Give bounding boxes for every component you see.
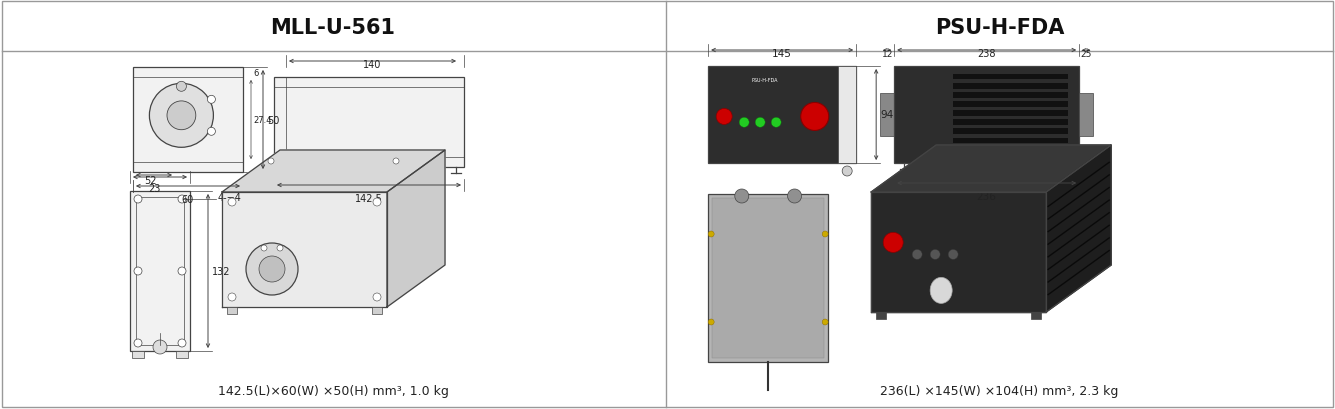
Text: 12: 12	[881, 50, 893, 59]
Circle shape	[912, 250, 922, 260]
Text: MLL-U-561: MLL-U-561	[271, 18, 395, 38]
Bar	[176, 351, 188, 358]
Bar	[953, 93, 1068, 99]
Circle shape	[178, 267, 186, 275]
Circle shape	[734, 189, 749, 204]
Circle shape	[262, 245, 267, 252]
Circle shape	[822, 231, 828, 237]
Bar	[953, 129, 1068, 135]
Circle shape	[372, 198, 380, 207]
Circle shape	[708, 231, 714, 237]
Circle shape	[884, 233, 904, 253]
Text: 27.4: 27.4	[254, 116, 271, 125]
Bar	[708, 195, 828, 362]
Bar	[372, 307, 382, 314]
Circle shape	[176, 82, 187, 92]
Bar	[227, 307, 238, 314]
Circle shape	[756, 118, 765, 128]
Circle shape	[207, 128, 215, 136]
Bar	[953, 102, 1068, 108]
Text: 145: 145	[772, 49, 792, 59]
Bar	[712, 198, 824, 358]
Bar	[1079, 94, 1093, 137]
Circle shape	[178, 339, 186, 347]
Bar	[953, 84, 1068, 89]
Text: 4-−4: 4-−4	[218, 193, 242, 202]
Polygon shape	[387, 151, 445, 307]
Text: 60: 60	[182, 195, 194, 204]
Polygon shape	[222, 151, 445, 193]
Text: 140: 140	[363, 60, 382, 70]
Circle shape	[207, 96, 215, 104]
Circle shape	[708, 319, 714, 325]
Text: 94: 94	[880, 110, 893, 120]
Bar	[136, 198, 184, 345]
Bar	[838, 67, 856, 164]
Circle shape	[178, 196, 186, 204]
Bar	[708, 67, 856, 164]
Circle shape	[228, 293, 236, 301]
Circle shape	[150, 84, 214, 148]
Bar	[876, 312, 886, 319]
Bar	[953, 74, 1068, 80]
Text: 236: 236	[977, 191, 997, 202]
Circle shape	[822, 319, 828, 325]
Bar	[880, 94, 894, 137]
Circle shape	[740, 118, 749, 128]
Text: 236(L) ×145(W) ×104(H) mm³, 2.3 kg: 236(L) ×145(W) ×104(H) mm³, 2.3 kg	[880, 384, 1119, 398]
Bar	[953, 138, 1068, 144]
Text: 238: 238	[977, 49, 996, 59]
Text: 132: 132	[212, 266, 231, 276]
Circle shape	[276, 245, 283, 252]
Circle shape	[154, 340, 167, 354]
Circle shape	[167, 102, 196, 130]
Circle shape	[788, 189, 801, 204]
Text: PSU-H-FDA: PSU-H-FDA	[752, 78, 778, 83]
Bar	[1031, 312, 1041, 319]
Circle shape	[716, 109, 732, 125]
Circle shape	[134, 267, 142, 275]
Text: 6: 6	[254, 68, 259, 77]
Bar	[953, 111, 1068, 117]
Circle shape	[268, 159, 274, 164]
Circle shape	[228, 198, 236, 207]
Ellipse shape	[930, 278, 952, 303]
Text: 142.5: 142.5	[355, 193, 383, 204]
Bar	[274, 78, 465, 168]
Circle shape	[801, 103, 829, 131]
Bar	[894, 67, 1079, 164]
Circle shape	[246, 243, 298, 295]
Bar	[953, 147, 1068, 153]
Circle shape	[372, 293, 380, 301]
Text: 52: 52	[144, 175, 156, 186]
Polygon shape	[222, 193, 387, 307]
Polygon shape	[872, 146, 1111, 193]
Circle shape	[772, 118, 781, 128]
Polygon shape	[1047, 146, 1111, 312]
Bar	[129, 191, 190, 351]
Circle shape	[134, 196, 142, 204]
Bar	[132, 351, 144, 358]
Circle shape	[259, 256, 284, 282]
Circle shape	[392, 159, 399, 164]
Text: 25: 25	[1080, 50, 1092, 59]
Circle shape	[134, 339, 142, 347]
Text: 50: 50	[267, 115, 279, 125]
Text: 142.5(L)×60(W) ×50(H) mm³, 1.0 kg: 142.5(L)×60(W) ×50(H) mm³, 1.0 kg	[218, 384, 449, 398]
Bar	[134, 68, 243, 173]
Polygon shape	[872, 193, 1047, 312]
Text: 23: 23	[148, 184, 160, 193]
Circle shape	[930, 250, 940, 260]
Text: PSU-H-FDA: PSU-H-FDA	[934, 18, 1064, 38]
Circle shape	[842, 166, 852, 177]
Bar	[953, 120, 1068, 126]
Circle shape	[948, 250, 959, 260]
